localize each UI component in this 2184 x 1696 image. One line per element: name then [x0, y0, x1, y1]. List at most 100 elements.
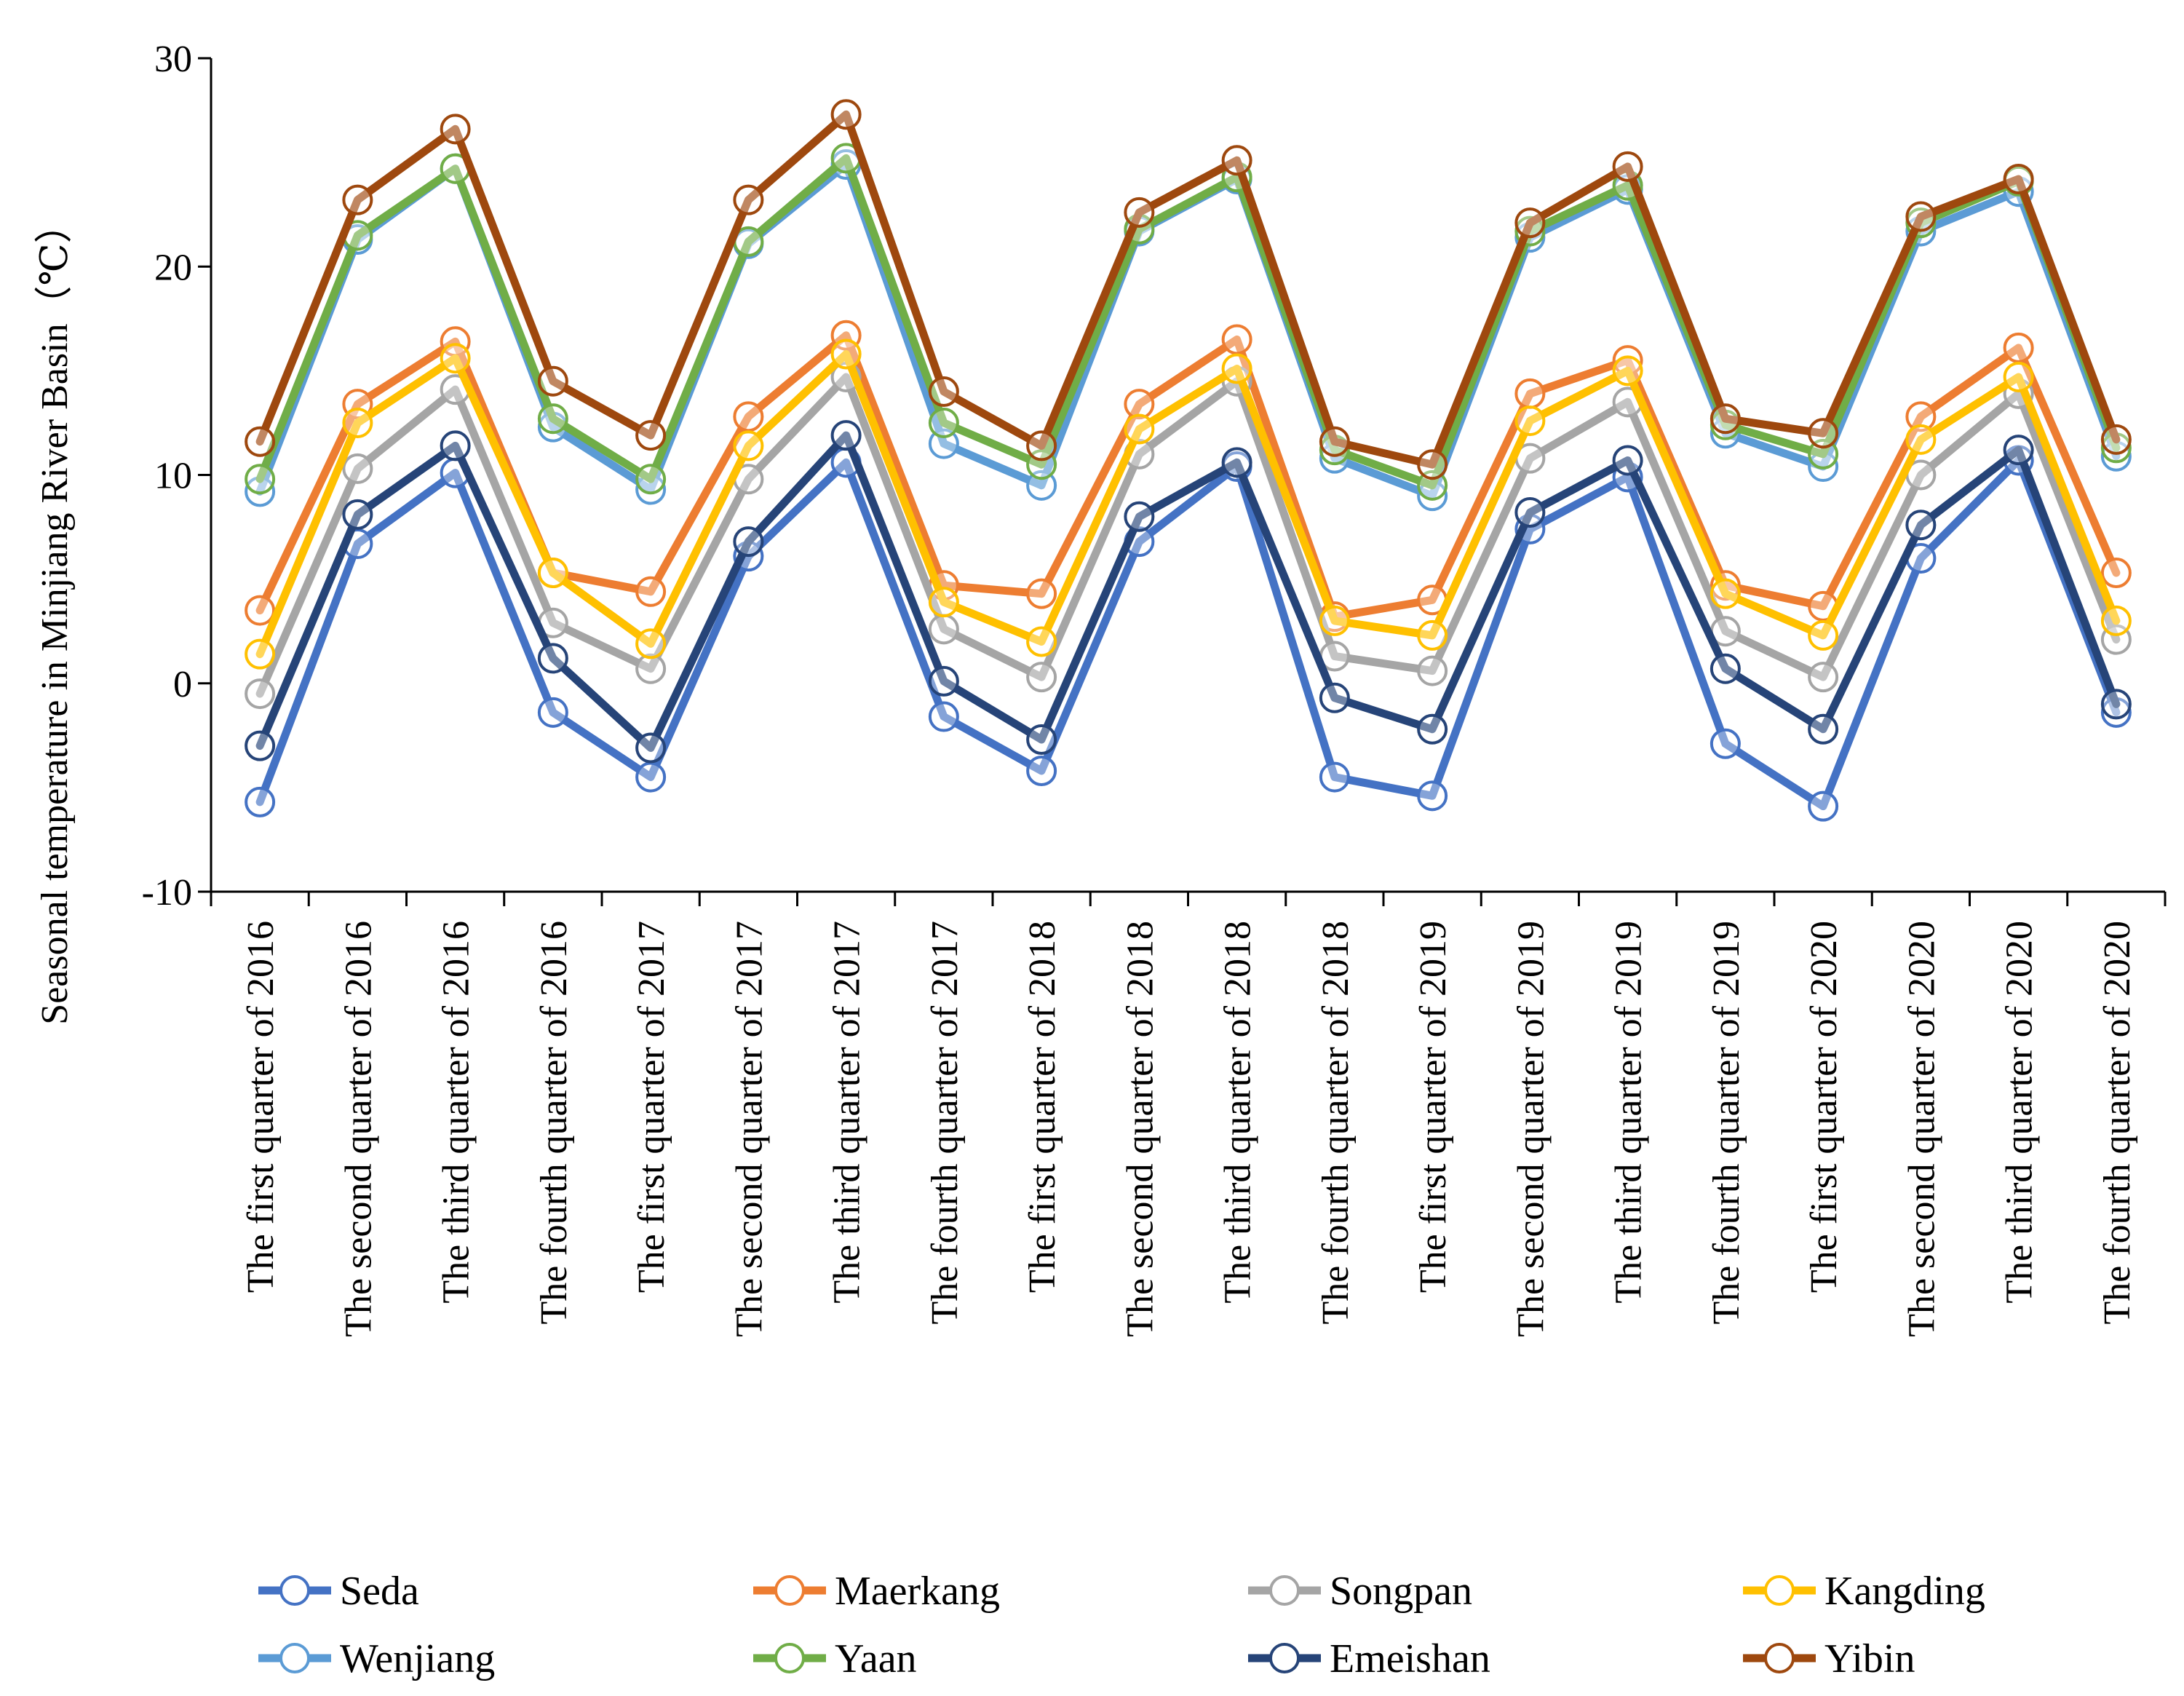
legend-label: Seda: [340, 1569, 419, 1614]
x-tick-label: The first quarter of 2017: [631, 921, 672, 1293]
data-point: [537, 365, 568, 397]
data-point: [733, 401, 764, 432]
series-line: [255, 154, 2121, 490]
data-point: [245, 426, 276, 457]
data-point: [733, 430, 764, 461]
data-point: [1124, 389, 1155, 420]
data-point: [537, 558, 568, 589]
x-tick-label: The second quarter of 2017: [728, 921, 770, 1337]
data-point: [1612, 355, 1643, 387]
data-point: [635, 732, 667, 764]
legend-label: Wenjiang: [340, 1636, 495, 1681]
data-point: [1026, 469, 1057, 501]
y-tick-label: -10: [142, 872, 192, 914]
data-point: [1417, 619, 1448, 651]
data-point: [342, 407, 373, 438]
legend-label: Yaan: [835, 1636, 917, 1681]
x-tick-label: The second quarter of 2018: [1119, 921, 1161, 1337]
x-tick-label: The fourth quarter of 2017: [924, 921, 966, 1324]
data-point: [928, 665, 959, 697]
x-tick-label: The first quarter of 2016: [240, 921, 282, 1293]
series-kangding: [245, 338, 2132, 670]
data-point: [635, 761, 667, 793]
x-tick-label: The fourth quarter of 2016: [533, 921, 575, 1324]
data-point: [1710, 578, 1741, 609]
data-point: [1417, 449, 1448, 480]
y-tick-label: 0: [173, 664, 192, 705]
legend: Seda Maerkang Songpan Kangding Wenjiang Yaan E…: [258, 1569, 1985, 1681]
data-point: [537, 403, 568, 435]
data-point: [1514, 207, 1546, 239]
data-point: [1221, 324, 1252, 355]
data-point: [245, 638, 276, 670]
legend-marker: [1764, 1643, 1795, 1673]
legend-item-yibin: Yibin: [1743, 1636, 1915, 1681]
data-point: [1612, 151, 1643, 182]
legend-marker: [1269, 1643, 1300, 1673]
data-point: [2003, 164, 2034, 195]
data-point: [1808, 790, 1839, 822]
data-point: [1905, 510, 1937, 541]
series-songpan: [245, 361, 2132, 710]
data-point: [440, 343, 471, 374]
data-point: [928, 407, 959, 438]
data-point: [1026, 755, 1057, 786]
data-point: [1808, 662, 1839, 693]
x-tick-label: The third quarter of 2020: [1999, 921, 2041, 1304]
data-point: [1417, 713, 1448, 745]
x-tick-label: The fourth quarter of 2019: [1706, 921, 1747, 1324]
legend-item-songpan: Songpan: [1248, 1569, 1472, 1614]
legend-item-kangding: Kangding: [1743, 1569, 1985, 1614]
data-point: [1808, 418, 1839, 449]
data-point: [928, 614, 959, 645]
data-point: [2100, 605, 2132, 636]
data-point: [830, 99, 862, 130]
x-tick-label: The third quarter of 2018: [1218, 921, 1259, 1304]
x-tick-label: The third quarter of 2019: [1608, 921, 1650, 1304]
series-line: [255, 350, 2121, 659]
data-point: [635, 464, 667, 495]
legend-marker: [774, 1575, 805, 1606]
legend-item-yaan: Yaan: [753, 1636, 917, 1681]
data-point: [245, 678, 276, 710]
data-point: [1221, 353, 1252, 384]
y-axis-ticks: -10 0 10 20 30: [142, 39, 211, 914]
data-point: [2003, 361, 2034, 392]
series-line: [255, 456, 2121, 811]
data-point: [928, 428, 959, 459]
legend-label: Emeishan: [1330, 1636, 1490, 1681]
data-point: [928, 376, 959, 407]
data-point: [342, 499, 373, 530]
series-line: [255, 160, 2121, 500]
data-point: [635, 628, 667, 659]
y-tick-label: 10: [154, 456, 192, 497]
legend-marker: [279, 1643, 310, 1673]
data-point: [2100, 689, 2132, 720]
data-point: [1319, 426, 1350, 457]
series-line: [255, 373, 2121, 698]
legend-item-wenjiang: Wenjiang: [258, 1636, 495, 1681]
data-point: [1124, 501, 1155, 532]
data-point: [1710, 728, 1741, 759]
data-point: [1026, 662, 1057, 693]
data-point: [928, 587, 959, 618]
series-emeishan: [245, 420, 2132, 764]
x-tick-label: The second quarter of 2020: [1901, 921, 1942, 1337]
data-point: [1026, 578, 1057, 609]
data-point: [733, 184, 764, 215]
data-point: [1710, 653, 1741, 684]
x-tick-label: The third quarter of 2016: [436, 921, 477, 1304]
data-point: [1514, 405, 1546, 437]
legend-marker: [1764, 1575, 1795, 1606]
x-tick-label: The first quarter of 2019: [1413, 921, 1454, 1293]
data-point: [245, 730, 276, 761]
y-tick-label: 30: [154, 39, 192, 80]
data-point: [1221, 447, 1252, 478]
x-tick-label: The fourth quarter of 2020: [2097, 921, 2138, 1324]
data-point: [635, 653, 667, 684]
data-point: [830, 338, 862, 370]
series-line: [255, 331, 2121, 621]
data-point: [1514, 497, 1546, 528]
data-point: [1905, 401, 1937, 432]
